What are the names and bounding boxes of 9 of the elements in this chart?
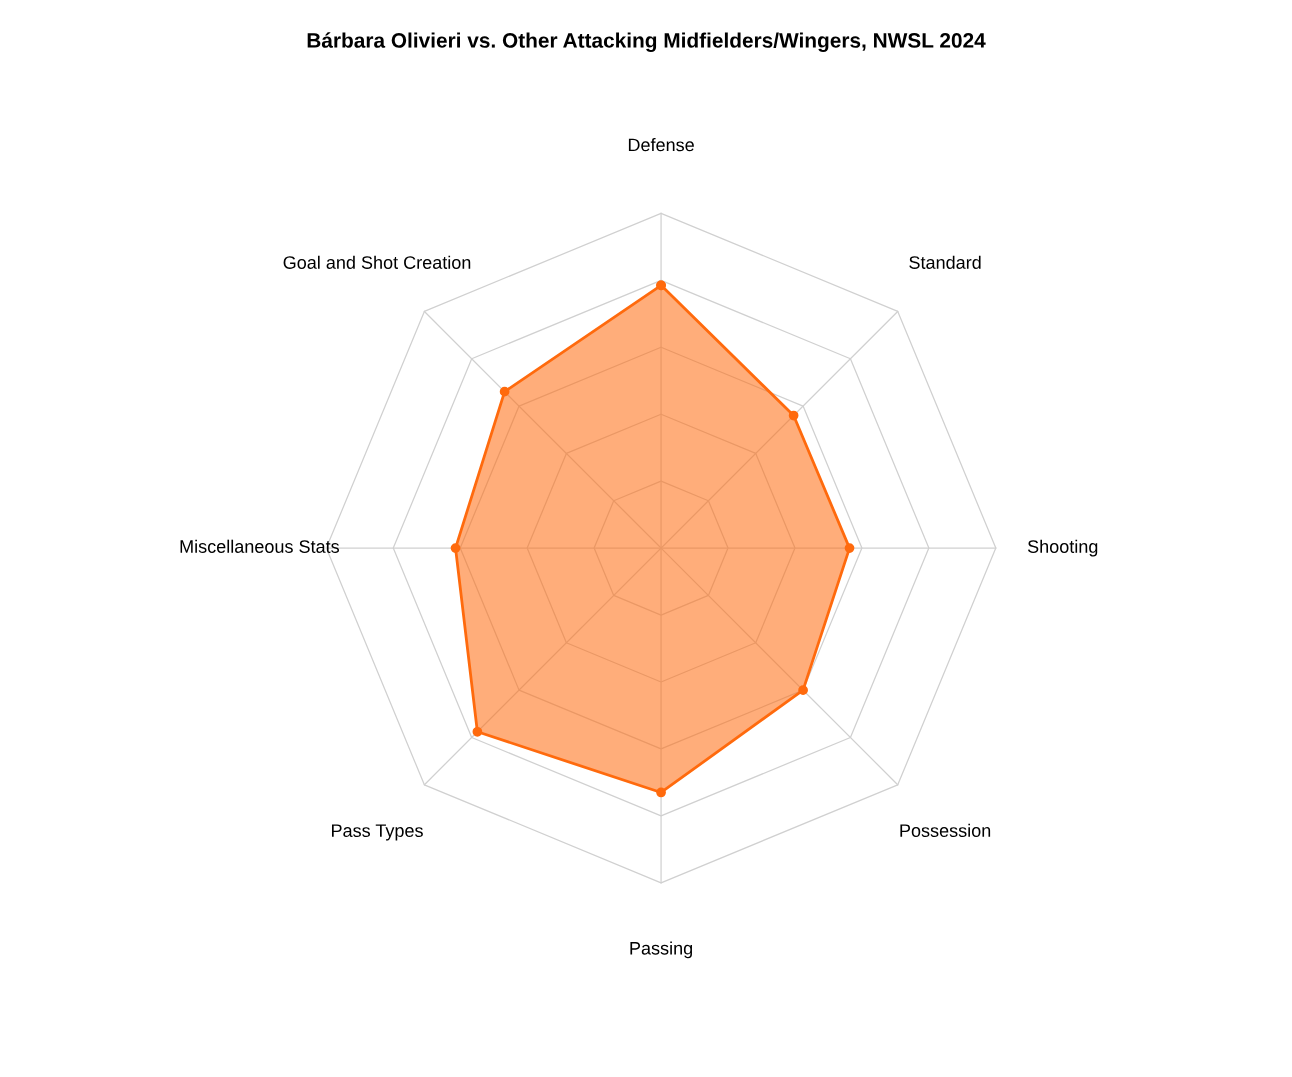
spoke-label: Miscellaneous Stats: [180, 539, 340, 553]
spoke-label: Passing: [630, 941, 693, 959]
spoke-label: Possession: [900, 823, 991, 837]
chart-title: Bárbara Olivieri vs. Other Attacking Midfielders/Wingers, NWSL 2024: [307, 32, 986, 52]
spoke-label: Shooting: [1027, 539, 1098, 557]
spoke-label: Defense: [628, 138, 694, 152]
spoke-label: Goal and Shot Creation: [283, 255, 471, 269]
spoke-label: Standard: [909, 255, 981, 269]
spoke-label: Pass Types: [332, 824, 423, 841]
